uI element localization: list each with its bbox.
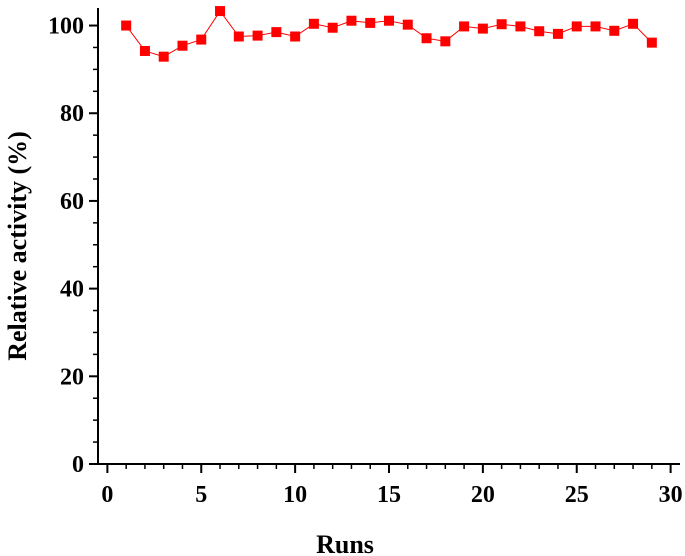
data-point-marker [196, 34, 207, 45]
data-point-marker [646, 37, 657, 48]
data-point-marker [252, 30, 263, 41]
data-point-marker [308, 18, 319, 29]
x-tick-label: 30 [659, 482, 683, 508]
data-point-marker [365, 17, 376, 28]
data-point-marker [421, 33, 432, 44]
y-axis-title: Relative activity (%) [3, 131, 32, 361]
data-series [121, 6, 657, 62]
data-point-marker [440, 36, 451, 47]
y-tick-label: 60 [60, 189, 84, 215]
x-tick-label: 5 [195, 482, 207, 508]
data-point-marker [552, 28, 563, 39]
axes [89, 8, 680, 473]
data-point-marker [290, 31, 301, 42]
x-tick-label: 10 [283, 482, 307, 508]
data-point-marker [477, 23, 488, 34]
data-point-marker [346, 15, 357, 26]
axis-labels: 0 5 10 15 20 25 30 0 20 40 60 80 100 [48, 14, 683, 508]
y-tick-label: 40 [60, 277, 84, 303]
y-tick-label: 0 [72, 452, 84, 478]
x-axis-title: Runs [316, 530, 374, 556]
data-point-marker [628, 18, 639, 29]
x-tick-label: 0 [101, 482, 113, 508]
y-tick-label: 20 [60, 364, 84, 390]
data-point-marker [158, 51, 169, 62]
data-point-marker [459, 21, 470, 32]
x-tick-label: 15 [377, 482, 401, 508]
x-tick-label: 25 [565, 482, 589, 508]
data-point-marker [384, 15, 394, 26]
y-tick-label: 80 [60, 101, 84, 127]
data-point-marker [139, 45, 150, 56]
data-point-marker [121, 20, 132, 31]
data-point-marker [496, 19, 507, 30]
data-point-marker [609, 25, 620, 36]
data-point-marker [177, 40, 188, 51]
data-point-marker [515, 21, 526, 32]
y-tick-label: 100 [48, 14, 84, 40]
data-point-marker [327, 22, 338, 33]
data-point-marker [402, 19, 413, 30]
data-point-marker [215, 6, 226, 17]
x-tick-label: 20 [471, 482, 495, 508]
data-point-marker [233, 31, 244, 42]
data-point-marker [590, 21, 601, 32]
data-point-marker [271, 27, 282, 38]
data-point-marker [534, 26, 545, 37]
data-point-marker [571, 21, 582, 32]
